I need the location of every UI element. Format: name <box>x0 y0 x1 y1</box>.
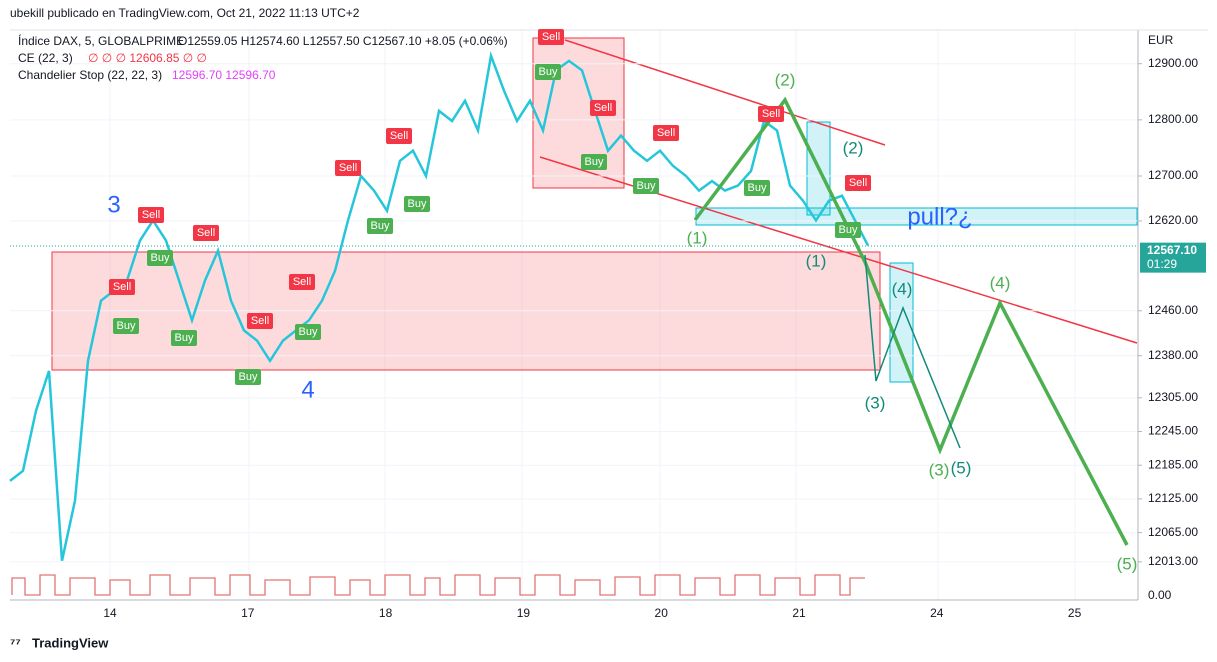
y-tick-label: 12620.00 <box>1148 213 1198 227</box>
wave-label: (4) <box>892 279 913 298</box>
ohlc: O12559.05 H12574.60 L12557.50 C12567.10 … <box>178 34 508 48</box>
signal-label: Sell <box>293 276 311 288</box>
trendline <box>564 39 886 146</box>
signal-label: Sell <box>657 127 675 139</box>
countdown: 01:29 <box>1147 257 1177 271</box>
x-tick-label: 19 <box>517 606 531 620</box>
signal-label: Buy <box>371 220 390 232</box>
y-tick-label: 12185.00 <box>1148 457 1198 471</box>
y-tick-label: 12125.00 <box>1148 491 1198 505</box>
publisher: ubekill publicado en TradingView.com, Oc… <box>10 6 360 20</box>
wave-label: (3) <box>929 460 950 479</box>
signal-label: Sell <box>762 108 780 120</box>
x-tick-label: 24 <box>930 606 944 620</box>
signal-box <box>147 250 173 266</box>
wave-label: (5) <box>1117 554 1138 573</box>
signal-box <box>235 369 261 385</box>
signal-label: Sell <box>251 315 269 327</box>
signal-label: Sell <box>339 162 357 174</box>
signal-box <box>581 154 607 170</box>
signal-box <box>590 100 616 116</box>
signal-box <box>289 274 315 290</box>
signal-label: Buy <box>839 224 858 236</box>
signal-box <box>193 225 219 241</box>
wave-label: 4 <box>301 376 314 403</box>
oscillator <box>11 574 865 596</box>
signal-box <box>758 106 784 122</box>
footer: TradingView <box>32 635 109 650</box>
signal-label: Sell <box>542 31 560 43</box>
y-tick-label: 12800.00 <box>1148 112 1198 126</box>
indicator-name: Chandelier Stop (22, 22, 3) <box>18 68 162 82</box>
x-tick-label: 20 <box>655 606 669 620</box>
signal-label: Buy <box>117 320 136 332</box>
price-badge <box>1140 242 1206 273</box>
wave-label: (4) <box>990 273 1011 292</box>
signal-label: Buy <box>408 198 427 210</box>
symbol: Índice DAX, 5, GLOBALPRIME <box>18 33 184 48</box>
signal-label: Buy <box>299 326 318 338</box>
signal-box <box>113 318 139 334</box>
wave-label: (3) <box>865 393 886 412</box>
y-tick-label: 12900.00 <box>1148 56 1198 70</box>
x-tick-label: 21 <box>792 606 806 620</box>
y-tick-label: 12013.00 <box>1148 554 1198 568</box>
logo: ⁷⁷ <box>10 635 21 650</box>
signal-box <box>538 29 564 45</box>
signal-box <box>744 180 770 196</box>
y-tick-label: 12460.00 <box>1148 303 1198 317</box>
signal-box <box>367 218 393 234</box>
indicator-values: 12596.70 12596.70 <box>172 68 276 82</box>
y-tick-label: 12380.00 <box>1148 348 1198 362</box>
signal-box <box>633 178 659 194</box>
signal-box <box>295 324 321 340</box>
signal-box <box>386 128 412 144</box>
x-tick-label: 18 <box>379 606 393 620</box>
signal-label: Buy <box>539 66 558 78</box>
y-tick-label: 12065.00 <box>1148 525 1198 539</box>
signal-label: Buy <box>585 156 604 168</box>
signal-label: Buy <box>239 371 258 383</box>
indicator-name: CE (22, 3) <box>18 51 73 65</box>
wave-label: pull?¿ <box>907 203 972 230</box>
signal-box <box>404 196 430 212</box>
x-tick-label: 17 <box>241 606 255 620</box>
signal-box <box>138 207 164 223</box>
signal-label: Buy <box>175 332 194 344</box>
indicator-values: ∅ ∅ ∅ 12606.85 ∅ ∅ <box>88 51 207 65</box>
y-tick-label: 12305.00 <box>1148 390 1198 404</box>
wave-label: 3 <box>107 191 120 218</box>
signal-label: Sell <box>594 102 612 114</box>
wave-label: (1) <box>806 251 827 270</box>
wave-label: (2) <box>775 70 796 89</box>
signal-box <box>653 125 679 141</box>
currency: EUR <box>1148 33 1174 47</box>
signal-box <box>335 160 361 176</box>
signal-box <box>845 175 871 191</box>
signal-label: Sell <box>113 281 131 293</box>
signal-box <box>247 313 273 329</box>
wave-label: (2) <box>843 138 864 157</box>
y-tick-label: 12245.00 <box>1148 424 1198 438</box>
signal-label: Buy <box>151 252 170 264</box>
x-tick-label: 25 <box>1068 606 1082 620</box>
signal-label: Sell <box>197 227 215 239</box>
x-tick-label: 14 <box>103 606 117 620</box>
signal-label: Sell <box>390 130 408 142</box>
signal-label: Buy <box>637 180 656 192</box>
signal-box <box>171 330 197 346</box>
signal-label: Buy <box>748 182 767 194</box>
y-tick-label: 12700.00 <box>1148 168 1198 182</box>
wave-path <box>864 254 961 449</box>
wave-label: (1) <box>687 228 708 247</box>
signal-box <box>535 64 561 80</box>
wave-label: (5) <box>951 458 972 477</box>
osc-label: 0.00 <box>1148 588 1172 602</box>
signal-box <box>835 222 861 238</box>
signal-label: Sell <box>142 209 160 221</box>
signal-label: Sell <box>849 177 867 189</box>
price-badge-label: 12567.10 <box>1147 243 1197 257</box>
signal-box <box>109 279 135 295</box>
